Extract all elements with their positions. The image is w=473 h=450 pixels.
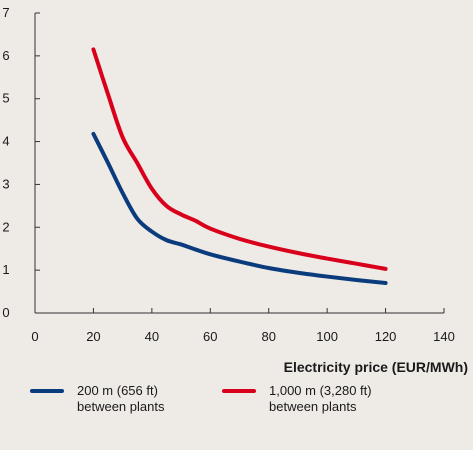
legend-item-series-1: 200 m (656 ft) between plants	[30, 383, 222, 415]
y-tick-label: 5	[2, 91, 9, 106]
legend-item-series-2: 1,000 m (3,280 ft) between plants	[222, 383, 372, 415]
y-tick-label: 6	[2, 48, 9, 63]
y-tick-label: 7	[2, 5, 9, 20]
legend-label-series-1-line-2: between plants	[77, 399, 165, 414]
legend-label-series-1: 200 m (656 ft) between plants	[77, 383, 164, 415]
y-tick-label: 0	[2, 305, 9, 320]
y-tick-label: 3	[2, 176, 9, 191]
legend-label-series-2-line-2: between plants	[269, 399, 357, 414]
chart-plot-area	[91, 47, 388, 285]
x-tick-label: 140	[433, 329, 455, 344]
y-tick-label: 1	[2, 262, 9, 277]
x-axis-title: Electricity price (EUR/MWh)	[284, 359, 468, 375]
y-tick-label: 2	[2, 219, 9, 234]
legend-swatch-series-2	[222, 389, 256, 393]
legend-label-series-1-line-1: 200 m (656 ft)	[77, 383, 158, 398]
y-tick-label: 4	[2, 134, 9, 149]
chart-legend: 200 m (656 ft) between plants 1,000 m (3…	[30, 383, 372, 415]
series-line-1	[91, 131, 388, 285]
x-tick-label: 120	[375, 329, 397, 344]
chart-axes: 0 1 2 3 4 5 6 7 0 20 40 60 80 100 120 140	[2, 5, 454, 344]
x-tick-label: 60	[203, 329, 217, 344]
x-tick-label: 20	[86, 329, 100, 344]
x-tick-label: 0	[31, 329, 38, 344]
series-line-2	[91, 47, 388, 271]
legend-label-series-2: 1,000 m (3,280 ft) between plants	[269, 383, 372, 415]
x-tick-label: 100	[316, 329, 338, 344]
line-chart: 0 1 2 3 4 5 6 7 0 20 40 60 80 100 120 140 Electricity p…	[2, 5, 468, 375]
legend-label-series-2-line-1: 1,000 m (3,280 ft)	[269, 383, 372, 398]
x-tick-label: 80	[261, 329, 275, 344]
legend-swatch-series-1	[30, 389, 64, 393]
x-tick-label: 40	[145, 329, 159, 344]
